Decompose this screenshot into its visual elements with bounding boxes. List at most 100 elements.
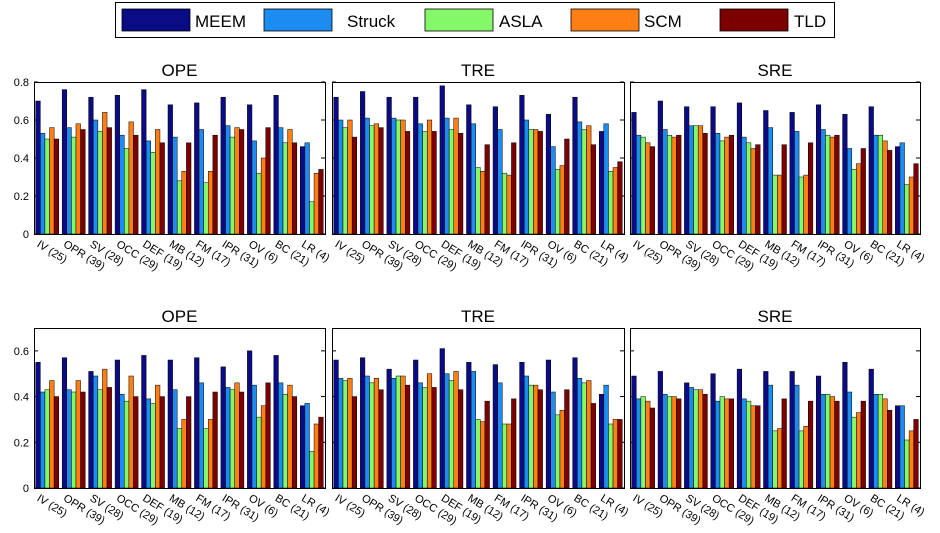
bar-meem-lr-4 xyxy=(895,146,901,235)
bar-scm-iv-25 xyxy=(49,380,55,489)
bar-tld-mb-12 xyxy=(186,142,192,235)
bar-tld-mb-12 xyxy=(781,398,787,489)
bar-meem-sv-28 xyxy=(684,382,690,489)
bar-scm-opr-39 xyxy=(373,123,379,235)
bar-scm-lr-4 xyxy=(313,172,319,235)
bar-scm-occ-29 xyxy=(426,119,433,235)
bar-meem-def-19 xyxy=(736,368,742,489)
bar-meem-mb-12 xyxy=(763,371,769,489)
bar-asla-lr-4 xyxy=(904,184,910,235)
bar-meem-mb-12 xyxy=(763,110,769,235)
bar-tld-def-19 xyxy=(159,396,165,489)
bar-meem-ipr-31 xyxy=(220,366,226,489)
bar-asla-ov-6 xyxy=(555,414,561,489)
bar-struck-occ-29 xyxy=(715,400,721,489)
bar-tld-opr-39 xyxy=(80,129,86,235)
bar-scm-occ-29 xyxy=(128,375,134,489)
bar-asla-def-19 xyxy=(746,142,752,235)
bar-scm-def-19 xyxy=(750,148,756,235)
bar-tld-iv-25 xyxy=(53,396,59,489)
bar-meem-bc-21 xyxy=(273,355,279,489)
bar-tld-ov-6 xyxy=(860,400,866,489)
bar-tld-sv-28 xyxy=(106,127,112,235)
bar-struck-ov-6 xyxy=(251,384,257,489)
bar-struck-bc-21 xyxy=(577,121,583,235)
bar-struck-iv-25 xyxy=(338,378,344,489)
bar-struck-mb-12 xyxy=(172,136,178,235)
bar-tld-lr-4 xyxy=(913,163,919,235)
bar-meem-sv-28 xyxy=(386,368,392,489)
bar-meem-sv-28 xyxy=(88,371,94,489)
bar-struck-ipr-31 xyxy=(820,394,826,489)
bar-asla-fm-17 xyxy=(203,182,209,235)
bar-scm-ov-6 xyxy=(856,412,862,489)
bar-meem-lr-4 xyxy=(598,394,605,489)
bar-struck-lr-4 xyxy=(304,403,310,489)
bar-tld-opr-39 xyxy=(80,391,86,489)
bar-asla-ipr-31 xyxy=(825,134,831,235)
bar-meem-opr-39 xyxy=(657,371,663,489)
bar-scm-def-19 xyxy=(155,129,161,235)
bar-tld-opr-39 xyxy=(676,398,682,489)
bar-meem-occ-29 xyxy=(710,373,716,489)
bar-tld-fm-17 xyxy=(511,398,517,489)
bar-meem-iv-25 xyxy=(333,96,339,235)
bar-meem-bc-21 xyxy=(868,368,874,489)
bar-tld-ov-6 xyxy=(265,127,271,235)
bar-tld-fm-17 xyxy=(808,142,814,235)
bar-tld-mb-12 xyxy=(186,396,192,489)
bar-struck-fm-17 xyxy=(497,382,503,489)
bar-struck-bc-21 xyxy=(278,382,284,489)
bar-struck-bc-21 xyxy=(577,378,583,489)
bar-meem-lr-4 xyxy=(895,405,901,489)
bar-tld-mb-12 xyxy=(781,144,787,235)
bar-asla-opr-39 xyxy=(369,125,375,235)
bar-asla-bc-21 xyxy=(581,382,587,489)
bar-meem-ipr-31 xyxy=(815,104,822,235)
bar-tld-iv-25 xyxy=(351,396,358,489)
bar-scm-lr-4 xyxy=(612,167,618,235)
bar-meem-occ-29 xyxy=(114,359,120,489)
bar-meem-def-19 xyxy=(736,102,742,235)
bar-scm-bc-21 xyxy=(882,398,888,489)
bar-struck-fm-17 xyxy=(497,129,503,235)
bar-meem-mb-12 xyxy=(466,104,472,235)
bar-meem-opr-39 xyxy=(61,357,68,489)
bar-tld-occ-29 xyxy=(133,396,139,489)
bar-asla-bc-21 xyxy=(877,394,884,489)
bar-scm-ov-6 xyxy=(559,165,565,235)
bar-scm-opr-39 xyxy=(75,380,81,489)
bar-struck-opr-39 xyxy=(364,117,370,235)
bar-scm-occ-29 xyxy=(426,373,433,489)
bar-meem-mb-12 xyxy=(167,359,173,489)
bar-meem-fm-17 xyxy=(492,106,498,235)
bar-scm-sv-28 xyxy=(102,368,108,489)
bar-meem-ov-6 xyxy=(247,104,253,235)
bar-tld-fm-17 xyxy=(212,391,218,489)
bar-scm-ov-6 xyxy=(856,163,862,235)
bar-asla-fm-17 xyxy=(501,423,508,489)
bar-scm-ov-6 xyxy=(260,157,267,235)
bar-struck-opr-39 xyxy=(364,375,370,489)
bar-scm-ipr-31 xyxy=(234,127,240,235)
bar-tld-lr-4 xyxy=(913,419,919,489)
legend-swatch-struck xyxy=(263,8,333,32)
bar-asla-iv-25 xyxy=(342,380,348,489)
bar-scm-ipr-31 xyxy=(234,382,240,489)
bar-asla-def-19 xyxy=(448,380,455,489)
bar-asla-fm-17 xyxy=(798,430,804,489)
bar-struck-iv-25 xyxy=(40,391,46,489)
bar-struck-opr-39 xyxy=(66,127,72,235)
bar-asla-opr-39 xyxy=(71,391,77,489)
bar-asla-mb-12 xyxy=(475,167,481,235)
bar-struck-sv-28 xyxy=(92,375,99,489)
bar-struck-ipr-31 xyxy=(225,125,231,235)
bar-scm-bc-21 xyxy=(586,380,592,489)
bar-scm-ov-6 xyxy=(260,405,267,489)
bar-struck-def-19 xyxy=(444,117,450,235)
bar-meem-ipr-31 xyxy=(220,96,226,235)
bar-struck-ov-6 xyxy=(846,148,853,235)
bar-scm-mb-12 xyxy=(480,421,486,489)
bar-asla-sv-28 xyxy=(693,125,699,235)
